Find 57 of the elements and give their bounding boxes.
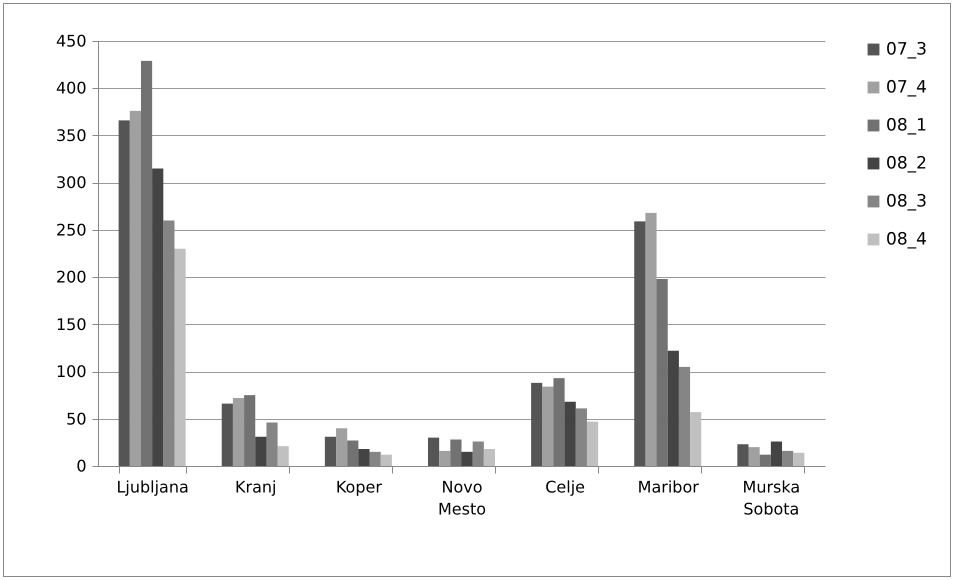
bar <box>174 248 186 466</box>
x-tick-label: Celje <box>545 478 585 496</box>
bar <box>244 395 256 466</box>
legend-label: 08_3 <box>886 192 927 212</box>
legend-label: 08_1 <box>886 116 927 136</box>
bar <box>634 221 646 466</box>
bar <box>428 438 440 466</box>
bar <box>347 440 358 466</box>
x-tick-label: Maribor <box>638 478 700 496</box>
y-tick-label: 150 <box>56 314 86 334</box>
bar <box>586 422 598 466</box>
bar <box>462 452 473 466</box>
y-tick-label: 200 <box>56 268 86 287</box>
y-tick-label: 450 <box>56 32 86 50</box>
y-tick-label: 300 <box>56 173 86 192</box>
bar <box>737 444 749 466</box>
y-tick-label: 50 <box>66 409 86 428</box>
bar <box>484 449 496 466</box>
bar <box>553 378 565 466</box>
bar <box>760 454 771 466</box>
bar <box>118 120 130 466</box>
bar <box>152 168 164 466</box>
bar <box>564 402 576 466</box>
bar <box>439 450 450 466</box>
bar <box>140 60 152 466</box>
y-tick-label: 350 <box>56 126 86 145</box>
bar <box>130 110 141 466</box>
y-tick-label: 0 <box>76 456 86 476</box>
bar <box>793 452 804 466</box>
x-tick-label: Kranj <box>235 478 276 496</box>
bar <box>222 404 233 466</box>
bar <box>358 449 370 466</box>
bar <box>278 446 289 466</box>
bar <box>748 447 760 466</box>
y-tick-label: 100 <box>56 362 86 382</box>
legend-label: 08_4 <box>886 230 927 250</box>
bar <box>450 440 462 466</box>
bar <box>255 436 266 466</box>
legend-label: 07_3 <box>886 40 927 60</box>
bar <box>668 350 679 466</box>
bar <box>542 386 554 466</box>
legend-label: 08_2 <box>886 154 927 174</box>
y-tick-label: 400 <box>56 78 86 98</box>
bar <box>324 436 336 466</box>
legend-label: 07_4 <box>886 78 927 98</box>
x-tick-label: Koper <box>336 478 382 496</box>
bar <box>770 441 782 466</box>
bar <box>380 454 392 466</box>
bar <box>690 412 702 466</box>
x-tick-label: Murska Sobota <box>742 478 800 518</box>
x-tick-label: Ljubljana <box>116 478 189 496</box>
x-tick-label: Novo Mesto <box>438 478 486 518</box>
y-tick-label: 250 <box>56 220 86 240</box>
bar <box>531 382 542 466</box>
bar <box>656 279 668 466</box>
bar <box>336 428 348 466</box>
bar <box>232 398 244 466</box>
